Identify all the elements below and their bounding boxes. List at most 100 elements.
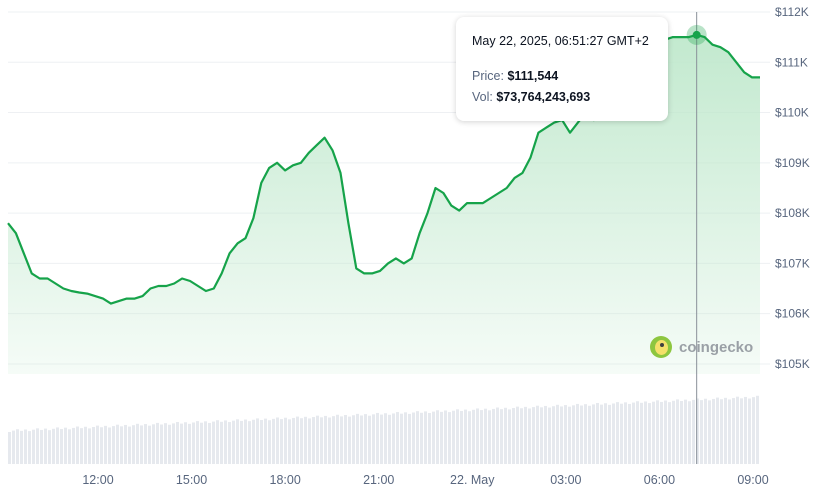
volume-bar	[620, 403, 623, 464]
volume-bar	[312, 417, 315, 464]
y-tick-label: $110K	[775, 106, 809, 120]
volume-bar	[84, 426, 87, 464]
volume-bar	[156, 422, 159, 464]
volume-bar	[220, 421, 223, 464]
volume-bar	[708, 400, 711, 464]
x-tick-label: 03:00	[550, 473, 581, 487]
volume-bar	[644, 401, 647, 464]
volume-bar	[616, 402, 619, 464]
volume-bar	[636, 401, 639, 464]
volume-bar	[420, 412, 423, 464]
volume-bar	[548, 407, 551, 464]
volume-bar	[640, 402, 643, 464]
volume-bar	[576, 403, 579, 464]
y-tick-label: $106K	[775, 307, 810, 321]
volume-bar	[536, 405, 539, 464]
volume-bar	[412, 412, 415, 464]
volume-bar	[532, 407, 535, 464]
x-tick-label: 15:00	[176, 473, 207, 487]
volume-bar	[492, 408, 495, 464]
tooltip-vol-row: Vol: $73,764,243,693	[472, 90, 590, 104]
volume-bar	[392, 413, 395, 464]
volume-bar	[284, 417, 287, 464]
volume-bar	[72, 427, 75, 464]
volume-bar	[136, 423, 139, 464]
volume-bar	[212, 421, 215, 464]
volume-bar	[456, 409, 459, 464]
volume-bar	[528, 408, 531, 464]
volume-bar	[712, 398, 715, 464]
volume-bar	[552, 406, 555, 464]
volume-bar	[196, 421, 199, 464]
volume-bar	[116, 424, 119, 464]
volume-bar	[496, 407, 499, 464]
volume-bar	[452, 410, 455, 464]
x-tick-label: 09:00	[737, 473, 768, 487]
volume-bar	[544, 405, 547, 464]
volume-bar	[188, 423, 191, 464]
volume-bar	[716, 397, 719, 464]
volume-bar	[408, 413, 411, 464]
volume-bar	[180, 423, 183, 464]
volume-bar	[440, 411, 443, 464]
volume-bar	[148, 425, 151, 464]
y-tick-label: $105K	[775, 357, 810, 371]
volume-bar	[304, 416, 307, 464]
volume-bar	[516, 406, 519, 464]
y-tick-label: $111K	[775, 55, 808, 69]
volume-bar	[228, 422, 231, 464]
volume-bar	[704, 398, 707, 464]
volume-bar	[756, 395, 759, 464]
volume-bar	[320, 417, 323, 464]
volume-bar	[68, 429, 71, 464]
volume-bar	[448, 412, 451, 464]
volume-bar	[296, 416, 299, 464]
volume-bar	[264, 418, 267, 464]
volume-bar	[336, 414, 339, 464]
volume-bar	[108, 427, 111, 464]
volume-bar	[692, 399, 695, 464]
volume-bar	[340, 416, 343, 464]
volume-bar	[472, 409, 475, 464]
tooltip-date: May 22, 2025, 06:51:27 GMT+2	[472, 34, 649, 48]
hover-point	[692, 30, 701, 39]
volume-bar	[740, 398, 743, 464]
volume-bar	[64, 427, 67, 464]
volume-bar	[604, 403, 607, 464]
volume-bar	[364, 414, 367, 464]
volume-bar	[676, 399, 679, 464]
volume-bar	[100, 427, 103, 464]
volume-bar	[744, 396, 747, 464]
volume-bar	[356, 413, 359, 464]
volume-bar	[500, 409, 503, 464]
volume-bar	[720, 399, 723, 464]
volume-bar	[404, 412, 407, 464]
volume-bar	[208, 422, 211, 464]
volume-bar	[56, 427, 59, 464]
volume-bar	[88, 428, 91, 464]
volume-bar	[580, 405, 583, 464]
volume-bar	[200, 422, 203, 464]
volume-bar	[324, 415, 327, 464]
watermark-text: coingecko	[679, 338, 754, 356]
volume-bars	[8, 395, 759, 464]
volume-bar	[244, 419, 247, 464]
volume-bar	[152, 424, 155, 464]
volume-bar	[80, 428, 83, 464]
volume-bar	[400, 413, 403, 464]
volume-bar	[384, 413, 387, 464]
volume-bar	[596, 403, 599, 464]
volume-bar	[588, 405, 591, 464]
volume-bar	[592, 404, 595, 464]
volume-bar	[332, 416, 335, 464]
volume-bar	[556, 404, 559, 464]
volume-bar	[524, 406, 527, 464]
price-area	[8, 34, 760, 375]
tooltip-price-label: Price:	[472, 69, 504, 83]
volume-bar	[52, 428, 55, 464]
volume-bar	[300, 418, 303, 464]
volume-bar	[432, 411, 435, 464]
tooltip-vol-value: $73,764,243,693	[496, 90, 591, 104]
y-tick-label: $109K	[775, 156, 810, 170]
